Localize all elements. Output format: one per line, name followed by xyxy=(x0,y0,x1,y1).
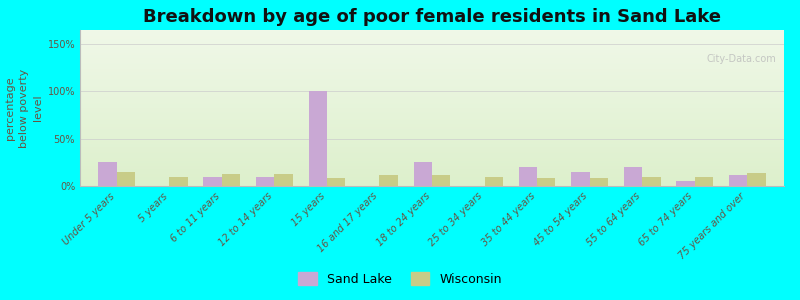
Bar xyxy=(170,176,188,186)
Y-axis label: percentage
below poverty
level: percentage below poverty level xyxy=(6,68,43,148)
Bar xyxy=(485,176,503,186)
Bar xyxy=(747,173,766,186)
Bar xyxy=(327,178,346,186)
Bar xyxy=(203,176,222,186)
Bar xyxy=(117,172,135,186)
Bar xyxy=(590,178,608,186)
Bar xyxy=(624,167,642,186)
Bar xyxy=(98,162,117,186)
Bar xyxy=(571,172,590,186)
Bar xyxy=(414,162,432,186)
Bar xyxy=(642,176,661,186)
Bar xyxy=(518,167,537,186)
Bar xyxy=(694,176,713,186)
Title: Breakdown by age of poor female residents in Sand Lake: Breakdown by age of poor female resident… xyxy=(143,8,721,26)
Bar xyxy=(729,175,747,186)
Bar xyxy=(309,92,327,186)
Legend: Sand Lake, Wisconsin: Sand Lake, Wisconsin xyxy=(293,267,507,291)
Bar xyxy=(222,174,240,186)
Bar xyxy=(432,175,450,186)
Bar xyxy=(676,181,694,186)
Bar xyxy=(256,176,274,186)
Bar xyxy=(537,178,555,186)
Bar xyxy=(274,174,293,186)
Bar xyxy=(379,175,398,186)
Text: City-Data.com: City-Data.com xyxy=(706,54,776,64)
